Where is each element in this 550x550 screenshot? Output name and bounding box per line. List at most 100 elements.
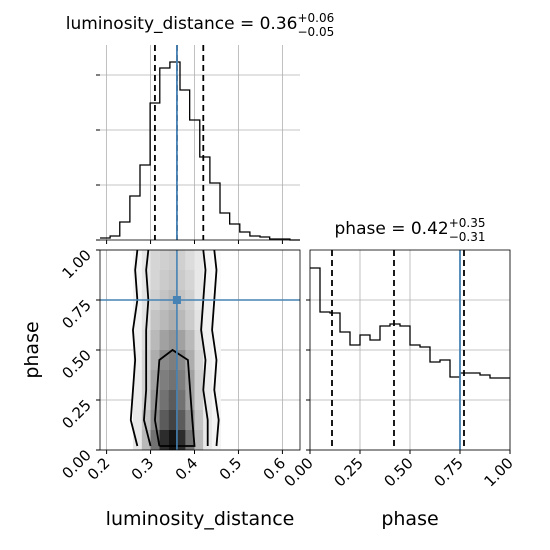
panel-title: phase = 0.42+0.35 −0.31 xyxy=(335,216,486,244)
y-tick-label: 0.25 xyxy=(58,396,94,432)
bar xyxy=(190,120,200,240)
density-cell xyxy=(132,270,142,290)
density-cell xyxy=(132,330,142,350)
density-cell xyxy=(194,410,204,430)
density-cell xyxy=(176,250,186,270)
density-cell xyxy=(203,390,213,410)
bar xyxy=(240,232,250,240)
x-tick-label: 0.4 xyxy=(172,454,202,484)
bar xyxy=(360,335,370,450)
title-part: luminosity_distance = 0.36 xyxy=(66,14,298,34)
bar xyxy=(440,360,450,450)
bar xyxy=(430,362,440,450)
density-cell xyxy=(132,350,142,370)
bar xyxy=(140,165,150,240)
density-cell xyxy=(203,270,213,290)
density-cell xyxy=(159,390,169,410)
y-tick-label: 0.75 xyxy=(58,296,94,332)
density-cell xyxy=(168,310,177,330)
density-cell xyxy=(150,250,160,270)
bar xyxy=(310,268,320,450)
density-cell xyxy=(176,330,186,350)
density-cell xyxy=(212,370,221,390)
density-cell xyxy=(159,330,169,350)
density-cell xyxy=(194,310,204,330)
density-cell xyxy=(203,310,213,330)
density-cell xyxy=(159,310,169,330)
density-cell xyxy=(212,330,221,350)
density-cell xyxy=(203,250,213,270)
density-cell xyxy=(185,410,195,430)
density-cell xyxy=(168,390,177,410)
contour xyxy=(200,249,209,446)
bar xyxy=(480,375,490,450)
density-cell xyxy=(168,250,177,270)
density-cell xyxy=(159,430,169,450)
y-axis-label: phase xyxy=(21,321,43,378)
bar xyxy=(490,378,500,450)
title-part: phase = 0.42 xyxy=(335,219,449,239)
density-cell xyxy=(203,350,213,370)
density-cell xyxy=(132,410,142,430)
x-tick-label: 1.00 xyxy=(480,454,516,490)
density-cell xyxy=(159,350,169,370)
bar xyxy=(160,68,170,240)
density-cell xyxy=(159,250,169,270)
density-cell xyxy=(168,330,177,350)
density-cell xyxy=(141,250,151,270)
density-cell xyxy=(176,430,186,450)
density-cell xyxy=(168,350,177,370)
density-cell xyxy=(159,270,169,290)
bar xyxy=(450,377,460,450)
density-cell xyxy=(176,350,186,370)
density-cell xyxy=(212,310,221,330)
bar xyxy=(400,326,410,450)
bar xyxy=(200,157,210,240)
x-tick-label: 0.3 xyxy=(128,454,158,484)
density-cell xyxy=(150,330,160,350)
x-tick-label: 0.50 xyxy=(380,454,416,490)
density-cell xyxy=(185,270,195,290)
density-cell xyxy=(168,270,177,290)
bar xyxy=(460,373,470,450)
title-part: +0.35 xyxy=(449,216,486,230)
contour xyxy=(143,249,152,447)
bar xyxy=(390,324,400,450)
title-part: −0.31 xyxy=(449,230,486,244)
contour xyxy=(211,249,220,447)
truth-marker xyxy=(172,296,181,304)
density-cell xyxy=(176,390,186,410)
y-tick-label: 0.50 xyxy=(58,346,94,382)
density-cell xyxy=(132,250,142,270)
density-cell xyxy=(141,430,151,450)
density-cell xyxy=(132,430,142,450)
bar xyxy=(340,332,350,450)
x-axis-label: luminosity_distance xyxy=(106,508,295,530)
bar xyxy=(320,312,330,450)
density-cell xyxy=(132,390,142,410)
density-cell xyxy=(150,310,160,330)
density-cell xyxy=(185,310,195,330)
bar xyxy=(420,347,430,450)
density-cell xyxy=(194,430,204,450)
bar xyxy=(170,62,180,240)
title-part: −0.05 xyxy=(297,25,334,39)
density-cell xyxy=(185,250,195,270)
bar xyxy=(130,196,140,240)
x-axis-label: phase xyxy=(381,508,438,530)
density-cell xyxy=(212,250,221,270)
panel: 0.2 0.3 0.4 0.5 0.60.000.250.500.751.00phase… xyxy=(21,246,301,530)
title-part: +0.06 xyxy=(297,11,334,25)
density-cell xyxy=(176,270,186,290)
density-cell xyxy=(168,370,177,390)
density-cell xyxy=(176,370,186,390)
bar xyxy=(230,224,240,240)
y-tick-label: 1.00 xyxy=(58,246,94,282)
density-cell xyxy=(176,410,186,430)
panel-frame xyxy=(99,249,301,451)
density-cell xyxy=(185,430,195,450)
bar xyxy=(410,345,420,450)
bar xyxy=(350,345,360,450)
histogram-step xyxy=(310,267,510,379)
